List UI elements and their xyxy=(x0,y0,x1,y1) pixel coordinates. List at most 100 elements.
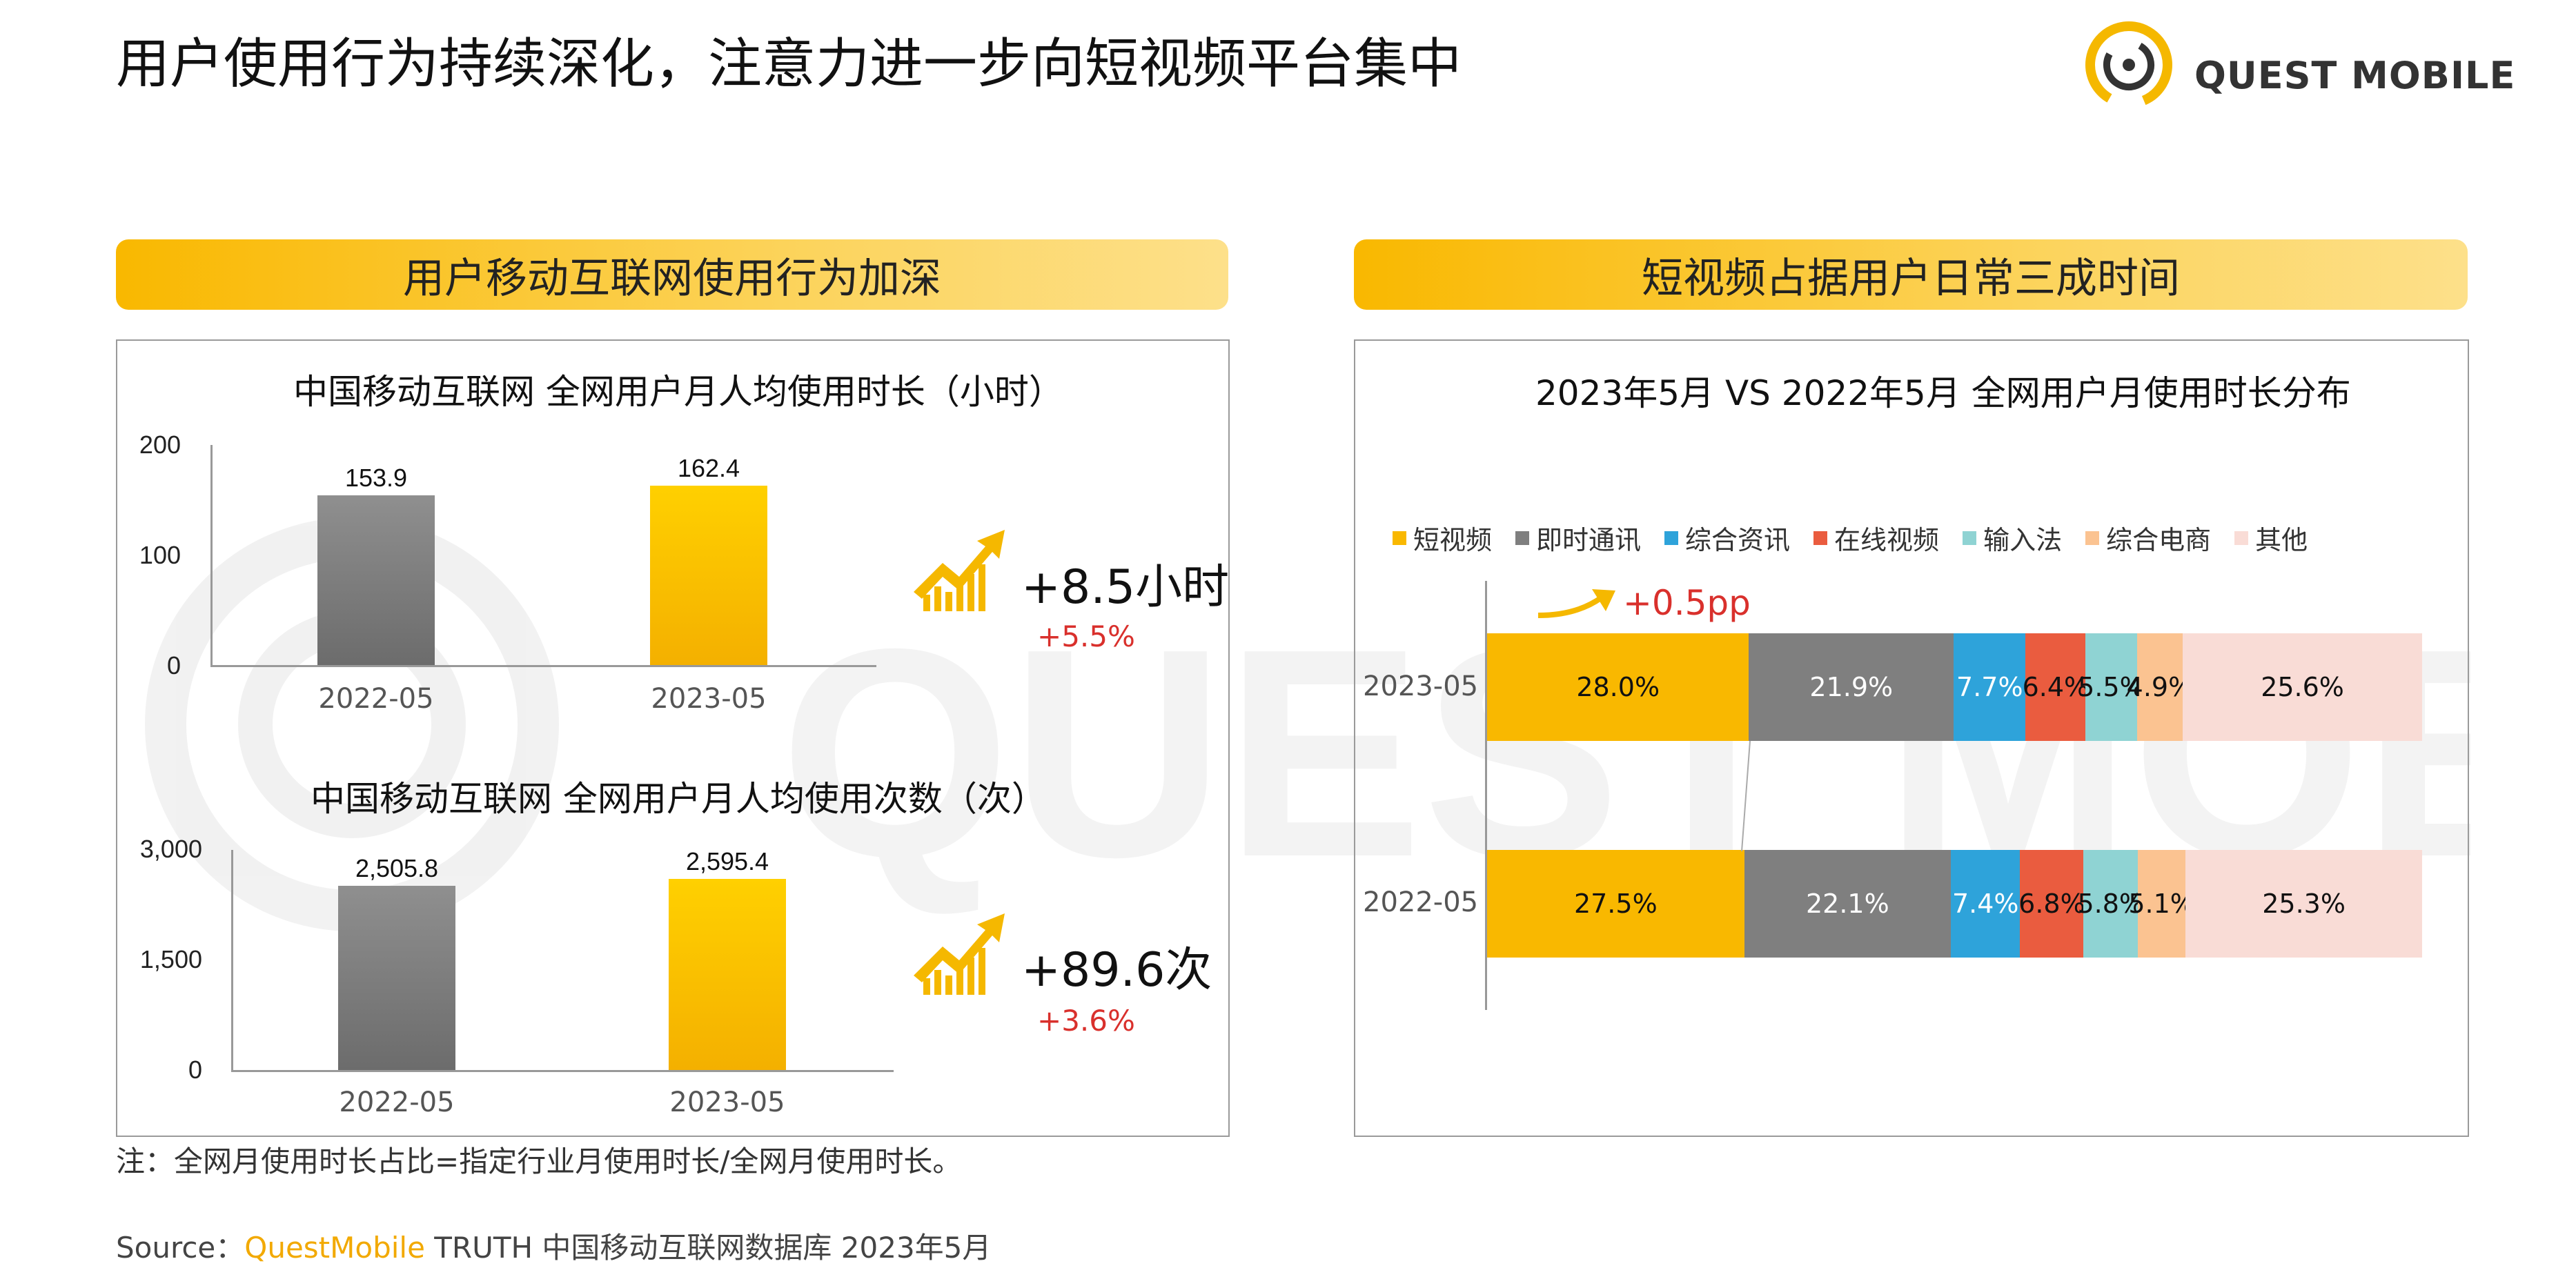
duration-bar-2022 xyxy=(317,495,435,665)
stacked-segment: 25.6% xyxy=(2183,633,2422,741)
segment-value-label: 28.0% xyxy=(1576,672,1660,702)
segment-value-label: 22.1% xyxy=(1805,889,1889,919)
duration-x-axis xyxy=(210,665,876,667)
duration-y-axis xyxy=(210,445,213,667)
segment-value-label: 5.1% xyxy=(2128,889,2195,919)
stacked-segment: 4.9% xyxy=(2127,633,2193,741)
frequency-value-label-2023: 2,595.4 xyxy=(685,847,769,876)
legend-swatch xyxy=(1813,531,1828,545)
legend-item: 输入法 xyxy=(1963,519,2062,557)
frequency-ytick-0: 0 xyxy=(188,1056,202,1084)
duration-ytick-0: 0 xyxy=(166,651,181,680)
legend-label: 其他 xyxy=(2255,525,2308,555)
source-line: Source：QuestMobile TRUTH 中国移动互联网数据库 2023… xyxy=(116,1225,991,1267)
quest-mobile-logo xyxy=(2085,21,2172,108)
growth-arrow-icon xyxy=(1537,589,1615,618)
duration-chart-title: 中国移动互联网 全网用户月人均使用时长（小时） xyxy=(293,372,1063,412)
segment-value-label: 21.9% xyxy=(1809,672,1894,702)
right-chart-panel xyxy=(1354,339,2469,1137)
legend-label: 短视频 xyxy=(1413,525,1493,555)
stacked-segment: 7.4% xyxy=(1951,850,2021,958)
source-brand: QuestMobile xyxy=(244,1231,425,1265)
segment-value-label: 5.5% xyxy=(2078,672,2145,702)
frequency-delta-pct: +3.6% xyxy=(1037,1004,1135,1038)
legend-label: 综合电商 xyxy=(2106,525,2212,555)
stacked-segment: 6.4% xyxy=(2023,633,2089,741)
legend-swatch xyxy=(1515,531,1530,545)
stacked-segment: 5.5% xyxy=(2078,633,2145,741)
legend-item: 综合电商 xyxy=(2085,519,2211,557)
stacked-segment: 6.8% xyxy=(2018,850,2085,958)
legend-swatch xyxy=(1664,531,1679,545)
legend-swatch xyxy=(2085,531,2100,545)
left-section-banner: 用户移动互联网使用行为加深 xyxy=(116,239,1228,310)
legend-label: 在线视频 xyxy=(1834,525,1940,555)
frequency-bar-2022 xyxy=(338,885,455,1070)
short-video-connector-line xyxy=(1741,741,1751,851)
left-chart-panel xyxy=(116,339,1230,1137)
duration-xtick-2023: 2023-05 xyxy=(651,683,767,715)
duration-xtick-2022: 2022-05 xyxy=(318,683,434,715)
frequency-xtick-2023: 2023-05 xyxy=(669,1087,785,1118)
segment-value-label: 4.9% xyxy=(2126,672,2194,702)
frequency-x-axis xyxy=(231,1070,894,1072)
stacked-segment: 22.1% xyxy=(1744,850,1951,958)
frequency-delta: +89.6次 xyxy=(1021,943,1212,998)
legend-swatch xyxy=(1393,531,1406,545)
distribution-row-label-2022: 2022-05 xyxy=(1363,886,1479,918)
legend-swatch xyxy=(1963,531,1977,545)
source-prefix: Source： xyxy=(116,1231,245,1265)
legend-label: 输入法 xyxy=(1983,525,2063,555)
distribution-axis xyxy=(1485,581,1487,1010)
legend-swatch xyxy=(2234,531,2249,545)
legend-item: 综合资讯 xyxy=(1664,519,1790,557)
distribution-row-2022: 27.5% 22.1% 7.4% 6.8% 5.8% 5.1% 25.3% xyxy=(1487,850,2422,958)
logo-mark-icon xyxy=(2085,21,2172,108)
duration-ytick-100: 100 xyxy=(139,541,181,569)
stacked-segment: 27.5% xyxy=(1487,850,1744,958)
right-banner-text: 短视频占据用户日常三成时间 xyxy=(1642,254,2180,303)
distribution-row-label-2023: 2023-05 xyxy=(1363,671,1479,702)
frequency-value-label-2022: 2,505.8 xyxy=(355,853,439,882)
segment-value-label: 5.8% xyxy=(2077,889,2145,919)
duration-ytick-200: 200 xyxy=(139,430,181,459)
page-title: 用户使用行为持续深化，注意力进一步向短视频平台集中 xyxy=(116,33,1462,95)
segment-value-label: 6.8% xyxy=(2018,889,2085,919)
segment-value-label: 6.4% xyxy=(2022,672,2090,702)
duration-bar-2023 xyxy=(650,486,767,665)
growth-trend-icon xyxy=(914,530,1005,611)
legend-item: 短视频 xyxy=(1393,519,1492,557)
stacked-segment: 7.7% xyxy=(1954,633,2026,741)
distribution-legend: 短视频 即时通讯 综合资讯 在线视频 输入法 综合电商 其他 xyxy=(1393,519,2331,557)
short-video-growth-note: +0.5pp xyxy=(1623,583,1751,623)
legend-label: 综合资讯 xyxy=(1685,525,1791,555)
legend-item: 其他 xyxy=(2234,519,2308,557)
frequency-bar-2023 xyxy=(669,879,786,1070)
duration-value-label-2022: 153.9 xyxy=(344,463,408,492)
segment-value-label: 7.4% xyxy=(1951,889,2019,919)
distribution-chart-title: 2023年5月 VS 2022年5月 全网用户月使用时长分布 xyxy=(1535,373,2351,413)
stacked-segment: 25.3% xyxy=(2185,850,2422,958)
right-section-banner: 短视频占据用户日常三成时间 xyxy=(1354,239,2468,310)
source-rest: TRUTH 中国移动互联网数据库 2023年5月 xyxy=(424,1231,992,1265)
left-banner-text: 用户移动互联网使用行为加深 xyxy=(403,254,941,303)
segment-value-label: 25.6% xyxy=(2261,672,2344,702)
legend-item: 即时通讯 xyxy=(1515,519,1641,557)
logo-text: QUEST MOBILE xyxy=(2194,54,2516,97)
growth-trend-icon-2 xyxy=(914,913,1005,995)
stacked-segment: 28.0% xyxy=(1487,633,1749,741)
frequency-y-axis xyxy=(231,850,233,1072)
stacked-segment: 21.9% xyxy=(1749,633,1954,741)
segment-value-label: 27.5% xyxy=(1573,889,1658,919)
stacked-segment: 5.8% xyxy=(2078,850,2144,958)
frequency-xtick-2022: 2022-05 xyxy=(339,1087,455,1118)
frequency-ytick-1500: 1,500 xyxy=(139,945,202,973)
distribution-row-2023: 28.0% 21.9% 7.7% 6.4% 5.5% 4.9% 25.6% xyxy=(1487,633,2422,741)
legend-label: 即时通讯 xyxy=(1536,525,1642,555)
footnote: 注：全网月使用时长占比=指定行业月使用时长/全网月使用时长。 xyxy=(116,1145,962,1178)
frequency-chart-title: 中国移动互联网 全网用户月人均使用次数（次） xyxy=(311,779,1046,819)
legend-item: 在线视频 xyxy=(1813,519,1939,557)
duration-delta-pct: +5.5% xyxy=(1037,620,1135,653)
segment-value-label: 25.3% xyxy=(2262,889,2346,919)
duration-delta: +8.5小时 xyxy=(1021,560,1230,615)
